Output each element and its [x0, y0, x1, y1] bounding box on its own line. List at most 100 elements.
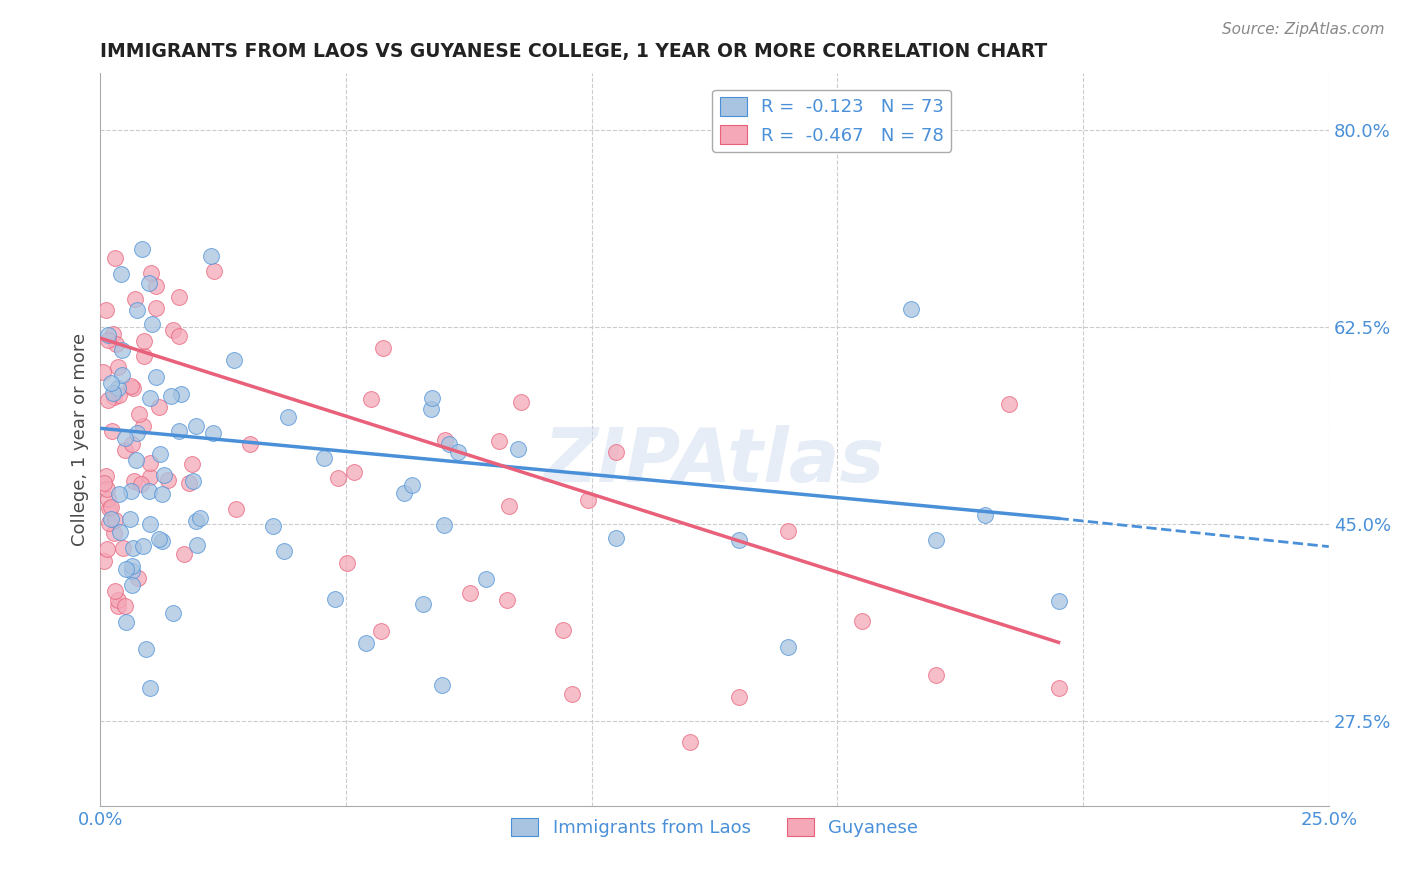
Point	[475, 572, 498, 586]
Point	[122, 541, 145, 555]
Point	[150, 487, 173, 501]
Point	[122, 474, 145, 488]
Point	[184, 418, 207, 433]
Point	[167, 328, 190, 343]
Point	[103, 513, 125, 527]
Point	[111, 368, 134, 382]
Text: ZIPAtlas: ZIPAtlas	[544, 425, 886, 498]
Point	[118, 512, 141, 526]
Point	[101, 424, 124, 438]
Point	[121, 578, 143, 592]
Point	[141, 318, 163, 332]
Point	[115, 615, 138, 629]
Point	[488, 434, 510, 448]
Point	[139, 456, 162, 470]
Point	[132, 334, 155, 348]
Point	[153, 467, 176, 482]
Point	[107, 381, 129, 395]
Point	[94, 302, 117, 317]
Point	[433, 518, 456, 533]
Point	[124, 293, 146, 307]
Point	[336, 556, 359, 570]
Point	[103, 390, 125, 404]
Point	[392, 486, 415, 500]
Point	[96, 541, 118, 556]
Point	[121, 564, 143, 578]
Point	[460, 586, 482, 600]
Point	[186, 538, 208, 552]
Point	[114, 599, 136, 613]
Point	[354, 636, 377, 650]
Point	[97, 491, 120, 506]
Point	[323, 591, 346, 606]
Point	[139, 517, 162, 532]
Point	[108, 387, 131, 401]
Point	[169, 387, 191, 401]
Point	[167, 290, 190, 304]
Point	[328, 471, 350, 485]
Point	[93, 554, 115, 568]
Legend: Immigrants from Laos, Guyanese: Immigrants from Laos, Guyanese	[503, 811, 925, 844]
Point	[924, 668, 946, 682]
Point	[434, 433, 457, 447]
Point	[127, 425, 149, 440]
Point	[152, 533, 174, 548]
Point	[114, 431, 136, 445]
Point	[132, 539, 155, 553]
Point	[432, 678, 454, 692]
Point	[437, 437, 460, 451]
Point	[181, 457, 204, 471]
Point	[239, 437, 262, 451]
Point	[360, 392, 382, 407]
Point	[162, 606, 184, 620]
Point	[138, 276, 160, 290]
Text: Source: ZipAtlas.com: Source: ZipAtlas.com	[1222, 22, 1385, 37]
Point	[96, 483, 118, 497]
Point	[108, 487, 131, 501]
Point	[179, 476, 201, 491]
Point	[148, 533, 170, 547]
Point	[401, 478, 423, 492]
Point	[498, 499, 520, 513]
Point	[107, 593, 129, 607]
Point	[103, 526, 125, 541]
Point	[112, 541, 135, 555]
Point	[125, 453, 148, 467]
Point	[97, 328, 120, 343]
Point	[222, 353, 245, 368]
Point	[561, 688, 583, 702]
Point	[97, 516, 120, 530]
Point	[184, 514, 207, 528]
Point	[98, 501, 121, 516]
Y-axis label: College, 1 year or more: College, 1 year or more	[72, 333, 89, 546]
Point	[343, 465, 366, 479]
Point	[104, 251, 127, 265]
Point	[188, 510, 211, 524]
Point	[138, 681, 160, 695]
Point	[120, 484, 142, 499]
Point	[107, 599, 129, 614]
Point	[121, 559, 143, 574]
Point	[135, 642, 157, 657]
Point	[277, 409, 299, 424]
Point	[998, 396, 1021, 410]
Point	[105, 336, 128, 351]
Point	[728, 533, 751, 547]
Point	[371, 341, 394, 355]
Point	[107, 359, 129, 374]
Point	[91, 365, 114, 379]
Point	[148, 400, 170, 414]
Point	[506, 442, 529, 456]
Point	[156, 474, 179, 488]
Point	[225, 502, 247, 516]
Point	[93, 475, 115, 490]
Point	[121, 437, 143, 451]
Point	[778, 640, 800, 654]
Point	[100, 512, 122, 526]
Point	[778, 524, 800, 538]
Point	[131, 242, 153, 256]
Point	[679, 735, 702, 749]
Point	[900, 302, 922, 317]
Point	[96, 469, 118, 483]
Point	[110, 525, 132, 540]
